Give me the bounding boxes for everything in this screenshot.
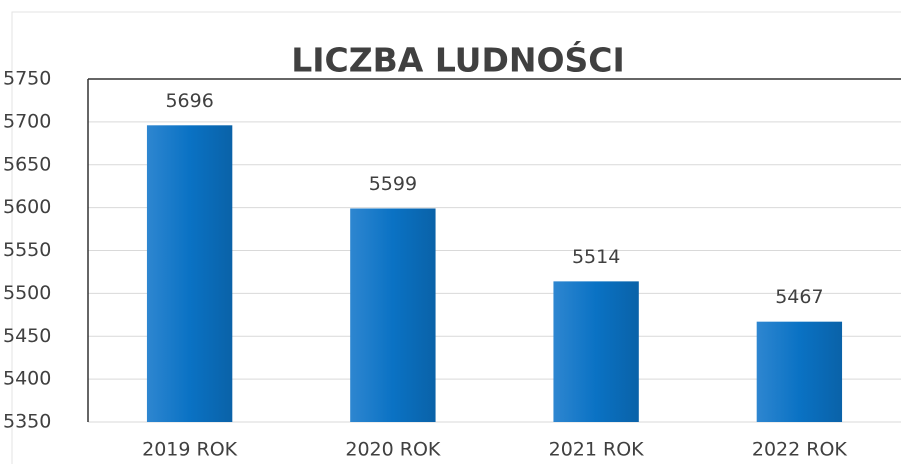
bar: [350, 208, 436, 422]
data-label: 5467: [775, 286, 823, 308]
y-tick-label: 5400: [3, 368, 51, 390]
y-tick-label: 5450: [3, 325, 51, 347]
bar: [756, 321, 843, 422]
data-label: 5696: [165, 90, 213, 112]
y-tick-label: 5750: [3, 68, 51, 90]
y-tick-label: 5600: [3, 196, 51, 218]
y-tick-label: 5350: [3, 411, 51, 433]
x-tick-label: 2020 ROK: [345, 439, 441, 461]
bar: [553, 281, 639, 422]
chart-title: LICZBA LUDNOŚCI: [291, 40, 625, 80]
x-tick-label: 2019 ROK: [142, 439, 238, 461]
x-tick-label: 2021 ROK: [549, 439, 645, 461]
bar: [146, 125, 233, 423]
y-tick-label: 5500: [3, 282, 51, 304]
x-tick-label: 2022 ROK: [752, 439, 848, 461]
data-label: 5599: [369, 173, 417, 195]
y-tick-label: 5650: [3, 153, 51, 175]
y-tick-label: 5550: [3, 239, 51, 261]
y-tick-label: 5700: [3, 110, 51, 132]
data-label: 5514: [572, 246, 620, 268]
chart-frame: [11, 11, 901, 464]
